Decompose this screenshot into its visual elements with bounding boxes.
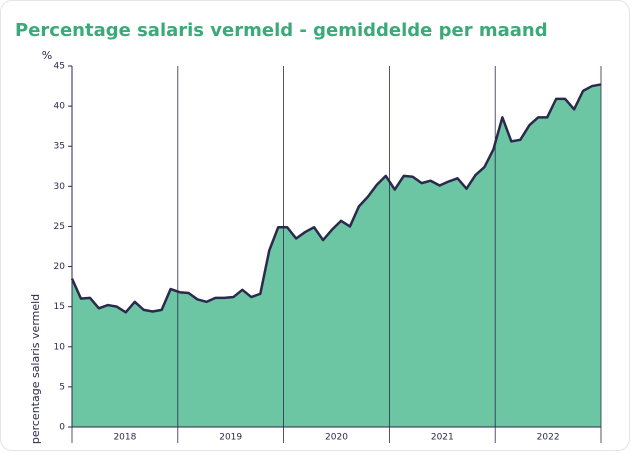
y-tick-label: 20 (54, 262, 66, 272)
x-tick-label: 2020 (325, 433, 348, 443)
x-tick-label: 2019 (219, 433, 242, 443)
chart: Percentage salaris vermeld - gemiddelde … (15, 20, 602, 444)
y-tick-label: 5 (59, 382, 65, 392)
y-tick-label: 45 (54, 62, 65, 72)
x-tick-label: 2022 (537, 433, 560, 443)
x-tick-label: 2018 (113, 433, 136, 443)
chart-title: Percentage salaris vermeld - gemiddelde … (15, 20, 548, 41)
y-tick-label: 35 (54, 142, 65, 152)
y-tick-label: 0 (59, 423, 65, 433)
y-tick-label: 25 (54, 222, 65, 232)
y-tick-label: 15 (54, 302, 65, 312)
x-tick-label: 2021 (431, 433, 454, 443)
y-unit: % (42, 49, 52, 62)
y-tick-label: 10 (54, 342, 66, 352)
y-tick-label: 30 (54, 182, 66, 192)
y-tick-label: 40 (54, 102, 66, 112)
y-axis-label: percentage salaris vermeld (29, 294, 42, 444)
area (72, 84, 601, 427)
line (70, 83, 602, 314)
